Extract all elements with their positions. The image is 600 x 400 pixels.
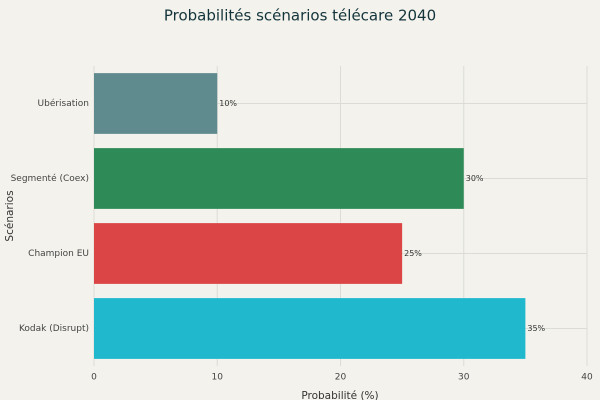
y-tick-label: Kodak (Disrupt) <box>19 324 89 334</box>
value-label: 10% <box>219 99 237 108</box>
chart-title: Probabilités scénarios télécare 2040 <box>164 7 436 25</box>
bar <box>94 298 526 359</box>
value-label: 30% <box>466 174 484 183</box>
x-tick-label: 10 <box>212 373 224 383</box>
x-tick-label: 0 <box>91 373 97 383</box>
x-axis-label: Probabilité (%) <box>301 390 378 400</box>
x-tick-label: 20 <box>335 373 347 383</box>
x-tick-label: 30 <box>458 373 470 383</box>
bar <box>94 148 464 209</box>
bar <box>94 73 218 134</box>
y-tick-label: Ubérisation <box>38 98 89 109</box>
y-axis-label: Scénarios <box>4 190 16 241</box>
y-tick-label: Segmenté (Coex) <box>11 173 89 184</box>
x-tick-label: 40 <box>581 373 593 383</box>
y-tick-label: Champion EU <box>28 249 89 259</box>
value-label: 25% <box>404 249 422 258</box>
bar <box>94 223 403 284</box>
value-label: 35% <box>527 324 545 333</box>
